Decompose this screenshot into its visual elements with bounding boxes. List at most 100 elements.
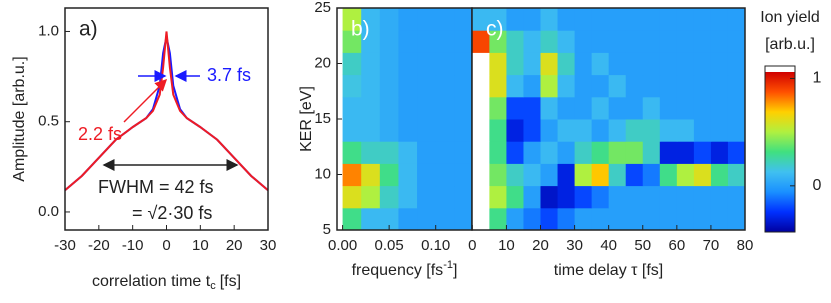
heatmap-cell [472, 8, 490, 31]
heatmap-cell [574, 30, 593, 53]
heatmap-cell [625, 185, 644, 209]
heatmap-cell [642, 96, 661, 120]
heatmap-cell [608, 96, 627, 120]
heatmap-cell [523, 119, 542, 142]
heatmap-cell [454, 96, 472, 120]
heatmap-cell [361, 8, 381, 31]
heatmap-cell [659, 207, 678, 230]
y-tick-label: 5 [323, 221, 331, 238]
x-axis-label-text: time delay τ [fs] [554, 262, 663, 279]
heatmap-cell [472, 30, 490, 53]
heatmap-cell [557, 185, 576, 209]
heatmap-cell [540, 163, 559, 187]
heatmap-cell [591, 185, 610, 209]
heatmap-cell [710, 52, 729, 76]
heatmap-cell [398, 163, 418, 187]
heatmap-cell [710, 119, 729, 142]
heatmap-cell [361, 185, 381, 209]
heatmap-cell [642, 74, 661, 98]
heatmap-cell [642, 163, 661, 187]
heatmap-cell [608, 163, 627, 187]
heatmap-cell [659, 163, 678, 187]
heatmap-cell [506, 74, 524, 98]
heatmap-cell [417, 207, 437, 230]
heatmap-cell [379, 163, 399, 187]
colorbar-frame [764, 65, 796, 233]
x-axis-label: frequency [fs-1] [352, 259, 458, 279]
heatmap-cell [676, 141, 695, 164]
heatmap-cell [693, 52, 712, 76]
y-axis-label: Amplitude [arb.u.] [11, 56, 28, 181]
heatmap-cell [489, 185, 507, 209]
heatmap-cell [489, 8, 507, 31]
heatmap [342, 8, 472, 230]
heatmap-cell [574, 8, 593, 31]
heatmap-cell [342, 141, 362, 164]
x-tick-label: 0.10 [421, 237, 450, 254]
heatmap-cell [557, 8, 576, 31]
heatmap-cell [506, 207, 524, 230]
heatmap-cell [727, 96, 745, 120]
heatmap-cell [608, 74, 627, 98]
heatmap-cell [454, 8, 472, 31]
heatmap-cell [472, 163, 490, 187]
heatmap-cell [557, 30, 576, 53]
heatmap-cell [710, 185, 729, 209]
heatmap-cell [379, 8, 399, 31]
annotation: = √2·30 fs [132, 203, 212, 223]
heatmap-cell [693, 30, 712, 53]
heatmap-cell [506, 141, 524, 164]
x-tick-label: -20 [88, 237, 110, 254]
heatmap-cell [540, 52, 559, 76]
heatmap-cell [435, 52, 455, 76]
heatmap-cell [540, 119, 559, 142]
heatmap-cell [591, 207, 610, 230]
heatmap-cell [435, 8, 455, 31]
heatmap-cell [454, 52, 472, 76]
heatmap-cell [693, 8, 712, 31]
heatmap-cell [379, 185, 399, 209]
heatmap-cell [574, 207, 593, 230]
heatmap-cell [557, 96, 576, 120]
x-tick-label: 40 [600, 237, 617, 254]
heatmap-cell [659, 30, 678, 53]
heatmap-cell [591, 119, 610, 142]
heatmap-cell [417, 52, 437, 76]
heatmap-cell [625, 119, 644, 142]
heatmap-cell [454, 74, 472, 98]
heatmap-cell [342, 163, 362, 187]
heatmap-cell [557, 141, 576, 164]
heatmap-cell [342, 74, 362, 98]
heatmap-cell [472, 52, 490, 76]
heatmap-cell [342, 52, 362, 76]
heatmap-cell [591, 8, 610, 31]
heatmap-cell [642, 207, 661, 230]
heatmap-cell [489, 207, 507, 230]
x-axis-label-end: ] [453, 262, 457, 279]
heatmap-cell [642, 185, 661, 209]
heatmap-cell [676, 96, 695, 120]
heatmap-cell [557, 119, 576, 142]
heatmap-cell [342, 207, 362, 230]
heatmap-cell [472, 74, 490, 98]
y-axis-label: KER [eV] [298, 86, 315, 152]
heatmap-cell [659, 185, 678, 209]
annotation: FWHM = 42 fs [98, 177, 214, 197]
heatmap-cell [417, 74, 437, 98]
heatmap-cell [506, 96, 524, 120]
heatmap-cell [417, 96, 437, 120]
heatmap-cell [727, 8, 745, 31]
y-tick-label: 0.0 [38, 203, 59, 220]
heatmap-cell [659, 96, 678, 120]
heatmap-cell [379, 141, 399, 164]
heatmap-cell [489, 163, 507, 187]
x-tick-label: -30 [54, 237, 76, 254]
heatmap-cell [676, 74, 695, 98]
heatmap-cell [727, 30, 745, 53]
x-axis-label-sub: c [210, 280, 216, 292]
heatmap-cell [608, 141, 627, 164]
x-axis-label-end: [fs] [220, 273, 241, 290]
heatmap-cell [454, 163, 472, 187]
heatmap-cell [642, 52, 661, 76]
